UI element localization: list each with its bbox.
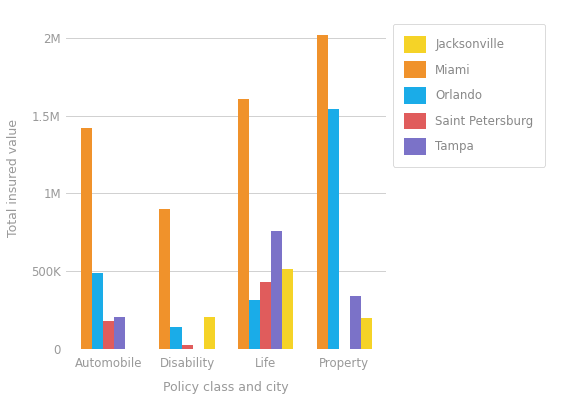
- Bar: [271, 231, 282, 348]
- Bar: [170, 327, 182, 348]
- Bar: [160, 209, 170, 348]
- X-axis label: Policy class and city: Policy class and city: [164, 381, 289, 394]
- Bar: [238, 99, 249, 348]
- Bar: [282, 269, 293, 348]
- Bar: [92, 273, 103, 348]
- Bar: [260, 282, 271, 348]
- Legend: Jacksonville, Miami, Orlando, Saint Petersburg, Tampa: Jacksonville, Miami, Orlando, Saint Pete…: [392, 24, 545, 166]
- Bar: [328, 109, 339, 348]
- Bar: [317, 35, 328, 348]
- Bar: [361, 318, 371, 348]
- Bar: [114, 317, 125, 348]
- Bar: [350, 296, 361, 348]
- Bar: [203, 317, 215, 348]
- Y-axis label: Total insured value: Total insured value: [7, 119, 20, 237]
- Bar: [103, 322, 114, 348]
- Bar: [182, 345, 193, 348]
- Bar: [81, 128, 92, 348]
- Bar: [249, 300, 260, 348]
